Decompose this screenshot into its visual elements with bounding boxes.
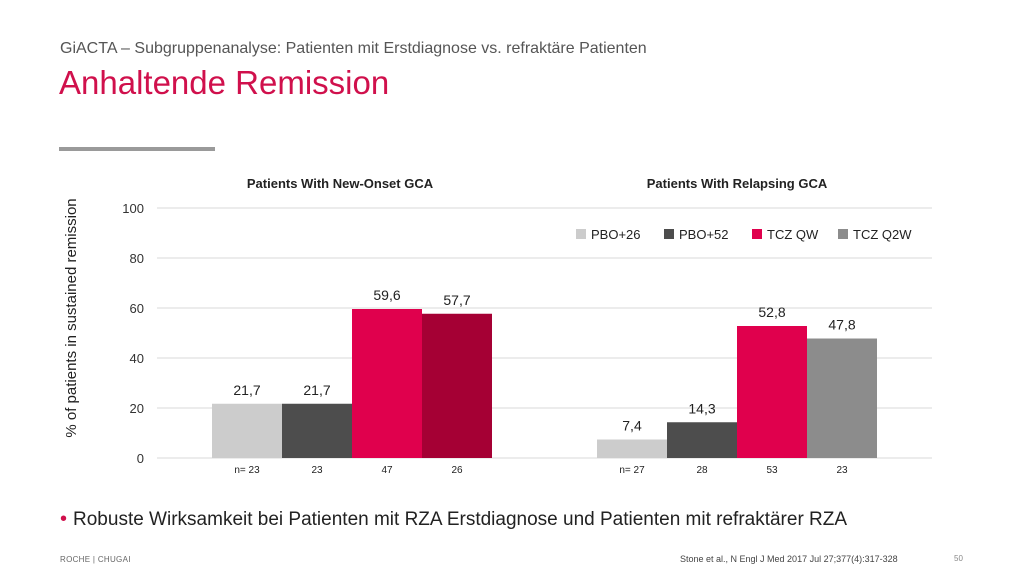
data-label: 59,6 [373, 287, 400, 303]
n-label: 53 [766, 465, 778, 476]
y-axis-title: % of patients in sustained remission [63, 198, 80, 437]
title-underline [59, 147, 215, 151]
y-tick-label: 20 [130, 401, 144, 416]
bar [597, 439, 667, 458]
y-tick-label: 0 [137, 451, 144, 466]
bullet-text: Robuste Wirksamkeit bei Patienten mit RZ… [73, 509, 848, 530]
n-label: n= 27 [619, 465, 645, 476]
slide-title: Anhaltende Remission [59, 64, 390, 101]
footer-company: ROCHE | CHUGAI [60, 555, 131, 564]
data-label: 21,7 [233, 382, 260, 398]
data-label: 47,8 [828, 317, 855, 333]
bullet-icon: • [60, 508, 68, 530]
data-label: 7,4 [622, 418, 642, 434]
y-tick-label: 60 [130, 301, 144, 316]
slide-subtitle: GiACTA – Subgruppenanalyse: Patienten mi… [60, 40, 647, 57]
y-tick-label: 40 [130, 351, 144, 366]
bar [422, 313, 492, 458]
legend-label: PBO+52 [679, 227, 729, 242]
legend-label: TCZ Q2W [853, 227, 912, 242]
legend-swatch [576, 229, 586, 239]
group-title: Patients With New-Onset GCA [247, 176, 434, 191]
data-label: 21,7 [303, 382, 330, 398]
n-label: 47 [381, 465, 393, 476]
bar [667, 422, 737, 458]
bar [212, 403, 282, 458]
y-tick-label: 100 [122, 201, 144, 216]
n-label: n= 23 [234, 465, 260, 476]
footer-citation: Stone et al., N Engl J Med 2017 Jul 27;3… [680, 554, 898, 564]
n-label: 23 [836, 465, 848, 476]
legend-swatch [664, 229, 674, 239]
page-number: 50 [954, 554, 963, 563]
group-title: Patients With Relapsing GCA [647, 176, 828, 191]
bar [737, 326, 807, 458]
bar [282, 403, 352, 458]
legend-label: PBO+26 [591, 227, 641, 242]
legend-swatch [752, 229, 762, 239]
data-label: 57,7 [443, 292, 470, 308]
legend-label: TCZ QW [767, 227, 819, 242]
data-label: 52,8 [758, 304, 785, 320]
n-label: 28 [696, 465, 708, 476]
legend-swatch [838, 229, 848, 239]
data-label: 14,3 [688, 400, 715, 416]
y-tick-label: 80 [130, 251, 144, 266]
n-label: 26 [451, 465, 463, 476]
bar [807, 338, 877, 458]
n-label: 23 [311, 465, 323, 476]
bullet-point: • Robuste Wirksamkeit bei Patienten mit R… [60, 508, 847, 531]
bar [352, 309, 422, 458]
